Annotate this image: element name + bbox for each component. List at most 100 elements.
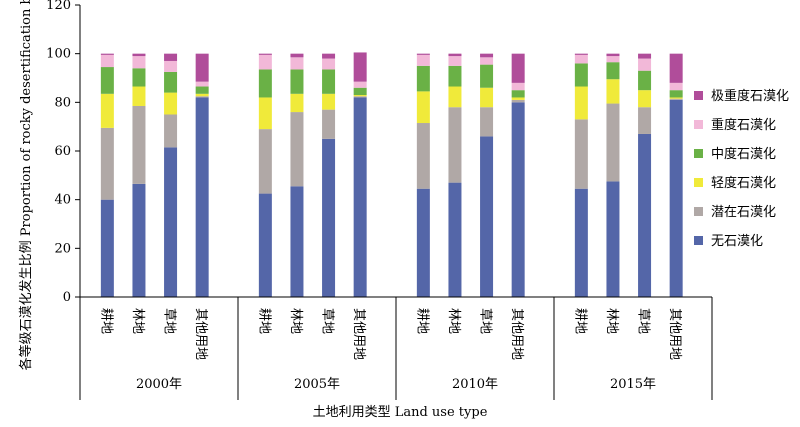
- bars-layer: [100, 52, 683, 298]
- legend-swatch: [694, 91, 703, 100]
- bar-segment: [195, 93, 209, 97]
- bar-segment: [669, 98, 683, 100]
- bar-segment: [606, 56, 620, 63]
- bar-segment: [353, 96, 367, 98]
- legend-swatch: [694, 149, 703, 158]
- x-group-label: 2015年: [610, 377, 656, 392]
- bar-segment: [480, 87, 494, 108]
- legend-label: 中度石漠化: [711, 146, 776, 162]
- bar-segment: [574, 188, 588, 297]
- bar-segment: [353, 81, 367, 88]
- bar-segment: [322, 69, 336, 94]
- y-axis-title: 各等级石漠化发生比例 Proportion of rocky desertifi…: [18, 0, 34, 370]
- bar-segment: [638, 90, 652, 108]
- y-tick-label: 40: [54, 193, 71, 208]
- bar-segment: [638, 70, 652, 91]
- bar-segment: [448, 182, 462, 297]
- bar-segment: [353, 87, 367, 96]
- bar-segment: [606, 103, 620, 182]
- bar-segment: [669, 82, 683, 91]
- bar-segment: [100, 93, 114, 128]
- bar-segment: [290, 93, 304, 113]
- x-category-label: 草地: [320, 308, 335, 334]
- bar-segment: [195, 96, 209, 98]
- bar-segment: [416, 123, 430, 189]
- bar-segment: [258, 129, 272, 194]
- bar-segment: [416, 53, 430, 55]
- bar-segment: [322, 58, 336, 70]
- x-category-label: 草地: [162, 308, 177, 334]
- y-tick-label: 80: [54, 95, 71, 110]
- bar-segment: [100, 54, 114, 68]
- bar-segment: [195, 86, 209, 94]
- x-category-label: 林地: [604, 308, 619, 334]
- bar-segment: [290, 112, 304, 187]
- bar-segment: [669, 99, 683, 298]
- bar-segment: [164, 71, 178, 93]
- legend-label: 极重度石漠化: [711, 88, 789, 104]
- x-category-label: 其他用地: [193, 308, 208, 360]
- bar-segment: [416, 91, 430, 124]
- x-category-label: 林地: [288, 308, 303, 334]
- bar-segment: [480, 136, 494, 297]
- bar-segment: [322, 53, 336, 59]
- bar-segment: [574, 63, 588, 87]
- bar-segment: [100, 53, 114, 55]
- bar-segment: [480, 64, 494, 88]
- bar-segment: [606, 79, 620, 104]
- bar-segment: [416, 65, 430, 92]
- bar-segment: [511, 90, 525, 98]
- x-group-label: 2005年: [294, 377, 340, 392]
- bar-segment: [638, 58, 652, 71]
- bar-segment: [669, 53, 683, 83]
- bar-segment: [290, 53, 304, 58]
- bar-segment: [353, 97, 367, 297]
- bar-segment: [638, 133, 652, 297]
- bar-segment: [195, 53, 209, 82]
- x-category-label: 林地: [446, 308, 461, 334]
- legend-label: 轻度石漠化: [711, 175, 776, 191]
- x-category-label: 耕地: [256, 308, 272, 334]
- bar-segment: [606, 53, 620, 57]
- bar-segment: [132, 56, 146, 69]
- bar-segment: [606, 62, 620, 80]
- bar-segment: [511, 97, 525, 100]
- legend-label: 潜在石漠化: [711, 205, 776, 220]
- y-tick-label: 100: [46, 47, 71, 62]
- bar-segment: [132, 68, 146, 87]
- bar-segment: [164, 92, 178, 115]
- x-group-label: 2000年: [136, 377, 182, 392]
- bar-segment: [448, 65, 462, 87]
- bar-segment: [574, 119, 588, 189]
- x-category-label: 其他用地: [667, 308, 682, 360]
- bar-segment: [164, 53, 178, 61]
- y-tick-label: 20: [54, 241, 71, 256]
- legend-label: 无石漠化: [711, 234, 763, 249]
- bar-segment: [480, 57, 494, 65]
- bar-segment: [164, 60, 178, 72]
- x-category-label: 林地: [130, 308, 145, 334]
- bar-segment: [638, 107, 652, 134]
- legend-swatch: [694, 236, 703, 245]
- bar-segment: [416, 54, 430, 66]
- bar-segment: [322, 138, 336, 297]
- bar-segment: [258, 53, 272, 55]
- bar-segment: [195, 97, 209, 297]
- x-category-label: 耕地: [572, 308, 588, 334]
- bar-segment: [511, 99, 525, 103]
- legend-swatch: [694, 178, 703, 187]
- bar-segment: [448, 86, 462, 108]
- y-tick-label: 0: [63, 290, 71, 305]
- bar-segment: [574, 54, 588, 64]
- bar-segment: [353, 95, 367, 97]
- bar-segment: [669, 90, 683, 98]
- y-tick-label: 60: [54, 144, 71, 159]
- bar-segment: [258, 54, 272, 70]
- x-group-label: 2010年: [452, 377, 498, 392]
- bar-segment: [258, 193, 272, 297]
- bar-segment: [416, 188, 430, 297]
- bar-segment: [290, 186, 304, 297]
